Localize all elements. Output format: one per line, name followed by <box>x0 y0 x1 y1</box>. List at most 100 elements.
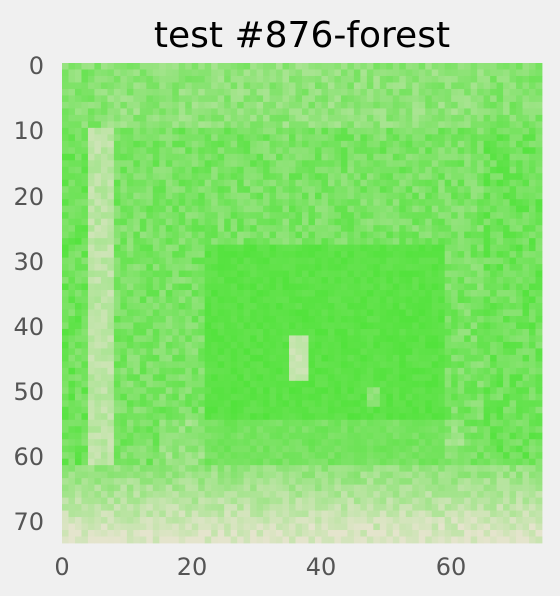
heatmap-cell <box>425 225 433 233</box>
heatmap-cell <box>302 374 309 382</box>
heatmap-cell <box>159 290 167 297</box>
heatmap-cell <box>373 484 381 492</box>
heatmap-cell <box>276 264 283 271</box>
heatmap-cell <box>431 341 439 349</box>
heatmap-cell <box>269 199 277 207</box>
heatmap-cell <box>269 283 277 291</box>
heatmap-cell <box>373 491 381 498</box>
heatmap-cell <box>386 69 394 77</box>
heatmap-cell <box>457 439 465 447</box>
heatmap-cell <box>198 101 206 109</box>
heatmap-cell <box>185 361 193 369</box>
heatmap-cell <box>217 231 225 239</box>
heatmap-cell <box>250 264 257 271</box>
heatmap-cell <box>204 393 212 401</box>
heatmap-cell <box>457 413 465 421</box>
heatmap-cell <box>68 88 76 96</box>
heatmap-cell <box>113 192 121 200</box>
heatmap-cell <box>295 264 303 271</box>
heatmap-cell <box>87 387 95 395</box>
heatmap-cell <box>353 328 361 336</box>
heatmap-cell <box>198 277 206 284</box>
heatmap-cell <box>237 147 245 155</box>
heatmap-cell <box>412 432 420 440</box>
heatmap-cell <box>392 322 400 330</box>
heatmap-cell <box>152 419 160 427</box>
heatmap-cell <box>366 231 374 239</box>
heatmap-cell <box>496 140 504 148</box>
heatmap-cell <box>464 179 472 187</box>
heatmap-cell <box>276 199 283 207</box>
heatmap-cell <box>308 439 316 447</box>
heatmap-cell <box>405 173 413 181</box>
heatmap-cell <box>289 225 296 233</box>
heatmap-cell <box>256 121 264 129</box>
heatmap-cell <box>302 491 309 498</box>
heatmap-cell <box>444 173 452 181</box>
heatmap-cell <box>470 380 478 388</box>
heatmap-cell <box>302 160 309 168</box>
heatmap-cell <box>263 348 270 356</box>
heatmap-cell <box>178 322 186 330</box>
heatmap-cell <box>146 108 154 116</box>
heatmap-cell <box>250 335 257 343</box>
heatmap-cell <box>366 166 374 174</box>
heatmap-cell <box>418 205 426 213</box>
heatmap-cell <box>146 348 154 356</box>
heatmap-cell <box>327 328 335 336</box>
heatmap-cell <box>211 400 219 408</box>
heatmap-cell <box>490 341 497 349</box>
heatmap-cell <box>198 88 206 96</box>
heatmap-cell <box>146 218 154 226</box>
heatmap-cell <box>211 491 219 498</box>
heatmap-cell <box>373 218 381 226</box>
heatmap-cell <box>522 315 530 323</box>
heatmap-cell <box>425 179 433 187</box>
heatmap-cell <box>126 380 134 388</box>
heatmap-cell <box>172 63 180 70</box>
heatmap-cell <box>289 231 296 239</box>
heatmap-cell <box>418 114 426 122</box>
heatmap-cell <box>516 127 523 135</box>
heatmap-cell <box>178 328 186 336</box>
heatmap-cell <box>366 367 374 375</box>
heatmap-cell <box>263 134 270 142</box>
heatmap-cell <box>250 361 257 369</box>
heatmap-cell <box>347 270 355 278</box>
heatmap-cell <box>529 179 536 187</box>
heatmap-cell <box>353 251 361 258</box>
heatmap-cell <box>321 445 329 453</box>
heatmap-cell <box>405 121 413 129</box>
heatmap-cell <box>165 387 173 395</box>
heatmap-cell <box>250 277 257 284</box>
heatmap-cell <box>289 218 296 226</box>
heatmap-cell <box>477 432 485 440</box>
heatmap-cell <box>412 238 420 246</box>
heatmap-cell <box>94 277 102 284</box>
heatmap-cell <box>516 452 523 460</box>
heatmap-cell <box>204 114 212 122</box>
heatmap-cell <box>379 393 387 401</box>
heatmap-cell <box>314 471 322 479</box>
heatmap-cell <box>457 445 465 453</box>
heatmap-cell <box>204 283 212 291</box>
heatmap-cell <box>237 277 245 284</box>
heatmap-cell <box>399 471 407 479</box>
heatmap-cell <box>62 121 69 129</box>
heatmap-cell <box>243 290 251 297</box>
heatmap-cell <box>126 75 134 83</box>
heatmap-cell <box>366 432 374 440</box>
heatmap-cell <box>204 140 212 148</box>
heatmap-cell <box>347 393 355 401</box>
heatmap-cell <box>386 101 394 109</box>
heatmap-cell <box>62 173 69 181</box>
heatmap-cell <box>87 134 95 142</box>
heatmap-cell <box>282 173 290 181</box>
heatmap-cell <box>230 406 238 414</box>
heatmap-cell <box>302 134 309 142</box>
heatmap-cell <box>178 309 186 317</box>
heatmap-cell <box>81 471 89 479</box>
heatmap-cell <box>276 367 283 375</box>
heatmap-cell <box>256 173 264 181</box>
heatmap-cell <box>457 419 465 427</box>
